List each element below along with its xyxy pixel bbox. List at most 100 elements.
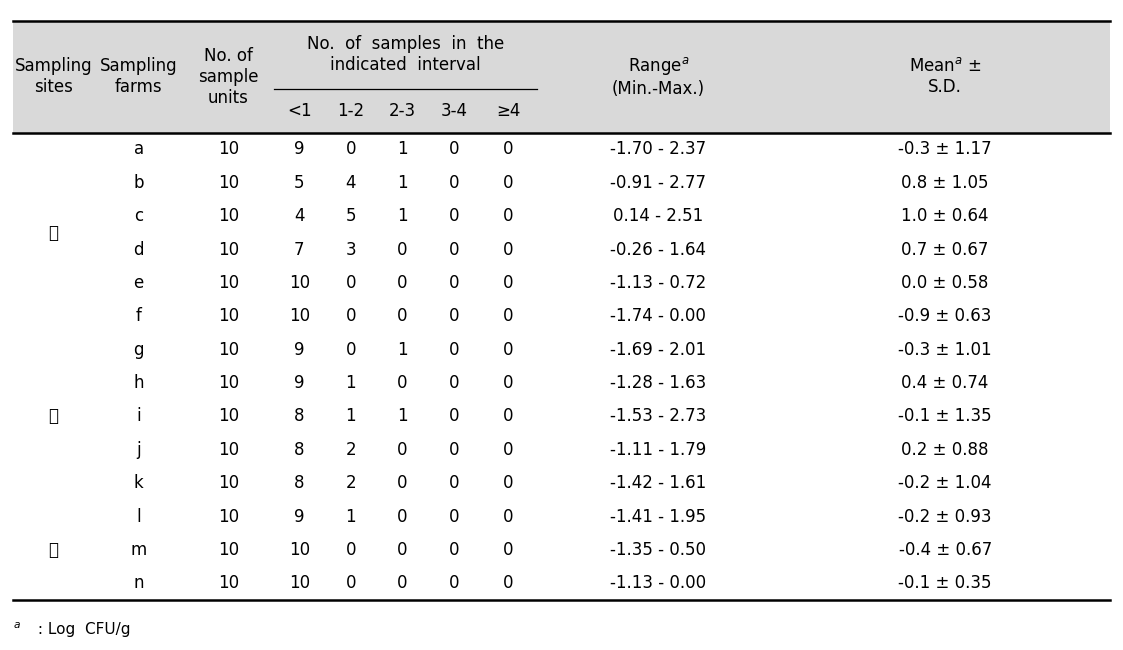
Text: 10: 10 xyxy=(218,374,239,392)
Text: No.  of  samples  in  the
indicated  interval: No. of samples in the indicated interval xyxy=(307,35,504,74)
Text: 10: 10 xyxy=(218,174,239,192)
Text: 7: 7 xyxy=(294,240,304,259)
Text: g: g xyxy=(134,341,144,359)
Text: -1.69 - 2.01: -1.69 - 2.01 xyxy=(610,341,706,359)
Text: 0: 0 xyxy=(449,575,459,592)
Text: 10: 10 xyxy=(218,474,239,492)
Text: 0: 0 xyxy=(503,207,513,225)
Text: 가: 가 xyxy=(48,224,58,242)
Text: 0: 0 xyxy=(398,374,408,392)
Text: -0.2 ± 0.93: -0.2 ± 0.93 xyxy=(898,508,992,526)
Text: 10: 10 xyxy=(289,541,310,559)
Text: 0: 0 xyxy=(503,341,513,359)
Text: 0.8 ± 1.05: 0.8 ± 1.05 xyxy=(902,174,989,192)
Bar xyxy=(12,21,1111,133)
Text: 1: 1 xyxy=(398,341,408,359)
Text: 1: 1 xyxy=(398,207,408,225)
Text: 10: 10 xyxy=(218,140,239,159)
Text: n: n xyxy=(134,575,144,592)
Text: 10: 10 xyxy=(218,274,239,292)
Text: 9: 9 xyxy=(294,374,304,392)
Text: 나: 나 xyxy=(48,408,58,426)
Text: 2: 2 xyxy=(346,441,356,459)
Text: 0: 0 xyxy=(449,140,459,159)
Text: 0: 0 xyxy=(449,541,459,559)
Text: 10: 10 xyxy=(289,274,310,292)
Text: 1: 1 xyxy=(398,174,408,192)
Text: -1.35 - 0.50: -1.35 - 0.50 xyxy=(611,541,706,559)
Text: : Log  CFU/g: : Log CFU/g xyxy=(33,621,130,637)
Text: 0.14 - 2.51: 0.14 - 2.51 xyxy=(613,207,703,225)
Text: -0.1 ± 0.35: -0.1 ± 0.35 xyxy=(898,575,992,592)
Text: b: b xyxy=(134,174,144,192)
Text: k: k xyxy=(134,474,144,492)
Text: c: c xyxy=(134,207,143,225)
Text: 0: 0 xyxy=(398,541,408,559)
Text: 10: 10 xyxy=(289,575,310,592)
Text: 9: 9 xyxy=(294,508,304,526)
Text: -0.3 ± 1.17: -0.3 ± 1.17 xyxy=(898,140,992,159)
Text: 0: 0 xyxy=(398,307,408,326)
Text: 0: 0 xyxy=(346,575,356,592)
Text: j: j xyxy=(136,441,140,459)
Text: 10: 10 xyxy=(218,307,239,326)
Text: Sampling
farms: Sampling farms xyxy=(100,57,177,96)
Text: 1-2: 1-2 xyxy=(337,102,365,120)
Text: e: e xyxy=(134,274,144,292)
Text: 0: 0 xyxy=(346,140,356,159)
Text: 0: 0 xyxy=(398,575,408,592)
Text: $^a$: $^a$ xyxy=(12,621,20,637)
Text: -1.42 - 1.61: -1.42 - 1.61 xyxy=(610,474,706,492)
Text: 2-3: 2-3 xyxy=(389,102,416,120)
Text: 4: 4 xyxy=(346,174,356,192)
Text: -0.3 ± 1.01: -0.3 ± 1.01 xyxy=(898,341,992,359)
Text: 1: 1 xyxy=(398,140,408,159)
Text: 2: 2 xyxy=(346,474,356,492)
Text: 5: 5 xyxy=(294,174,304,192)
Text: -0.2 ± 1.04: -0.2 ± 1.04 xyxy=(898,474,992,492)
Text: 10: 10 xyxy=(218,408,239,426)
Text: 0: 0 xyxy=(449,307,459,326)
Text: 0: 0 xyxy=(503,374,513,392)
Text: -0.26 - 1.64: -0.26 - 1.64 xyxy=(611,240,706,259)
Text: Range$^a$
(Min.-Max.): Range$^a$ (Min.-Max.) xyxy=(612,55,705,98)
Text: 3-4: 3-4 xyxy=(440,102,467,120)
Text: 1: 1 xyxy=(398,408,408,426)
Text: -1.74 - 0.00: -1.74 - 0.00 xyxy=(611,307,706,326)
Text: 0: 0 xyxy=(449,174,459,192)
Text: 0: 0 xyxy=(449,408,459,426)
Text: 0: 0 xyxy=(449,441,459,459)
Text: Mean$^a$ ±
S.D.: Mean$^a$ ± S.D. xyxy=(909,57,982,96)
Text: 0: 0 xyxy=(503,441,513,459)
Text: 0: 0 xyxy=(449,240,459,259)
Text: 0: 0 xyxy=(398,240,408,259)
Text: 1: 1 xyxy=(346,408,356,426)
Text: 10: 10 xyxy=(218,341,239,359)
Text: 0: 0 xyxy=(398,441,408,459)
Text: 0: 0 xyxy=(346,274,356,292)
Text: No. of
sample
units: No. of sample units xyxy=(198,47,258,107)
Text: 10: 10 xyxy=(218,441,239,459)
Text: 1: 1 xyxy=(346,374,356,392)
Text: 1.0 ± 0.64: 1.0 ± 0.64 xyxy=(902,207,989,225)
Text: f: f xyxy=(136,307,141,326)
Text: 0: 0 xyxy=(398,474,408,492)
Text: m: m xyxy=(130,541,147,559)
Text: 0.7 ± 0.67: 0.7 ± 0.67 xyxy=(902,240,989,259)
Text: 0: 0 xyxy=(346,307,356,326)
Text: h: h xyxy=(134,374,144,392)
Text: 1: 1 xyxy=(346,508,356,526)
Text: -1.70 - 2.37: -1.70 - 2.37 xyxy=(610,140,706,159)
Text: 0: 0 xyxy=(503,140,513,159)
Text: 0.2 ± 0.88: 0.2 ± 0.88 xyxy=(902,441,989,459)
Text: 0: 0 xyxy=(503,508,513,526)
Text: 10: 10 xyxy=(218,541,239,559)
Text: 8: 8 xyxy=(294,441,304,459)
Text: 10: 10 xyxy=(218,240,239,259)
Text: 0.0 ± 0.58: 0.0 ± 0.58 xyxy=(902,274,989,292)
Text: -0.9 ± 0.63: -0.9 ± 0.63 xyxy=(898,307,992,326)
Text: 0: 0 xyxy=(503,474,513,492)
Text: 0.4 ± 0.74: 0.4 ± 0.74 xyxy=(902,374,989,392)
Text: 8: 8 xyxy=(294,474,304,492)
Text: 10: 10 xyxy=(289,307,310,326)
